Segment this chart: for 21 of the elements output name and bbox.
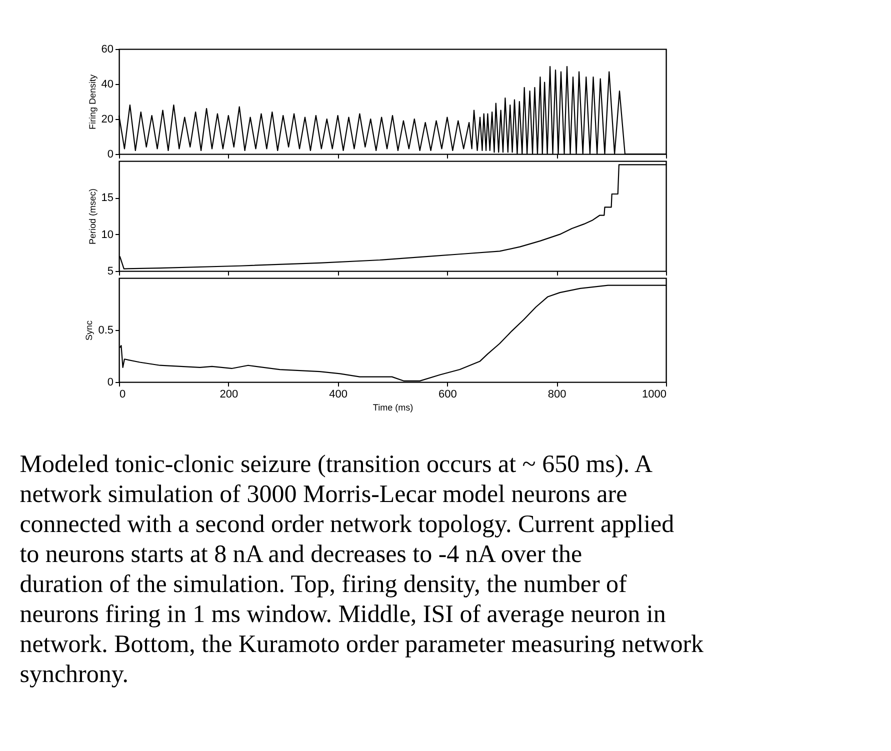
y-tick-label: 15 (101, 192, 114, 204)
x-tick-label: 400 (329, 388, 348, 400)
x-axis-title: Time (ms) (372, 402, 414, 412)
x-tick-label: 600 (438, 388, 457, 400)
line-series (119, 164, 667, 270)
x-tick-label: 0 (120, 388, 126, 400)
y-tick-label: 5 (107, 266, 114, 278)
x-tick-label: 200 (220, 388, 238, 400)
y-tick-label: 10 (101, 228, 114, 241)
y-tick-label: 20 (101, 114, 114, 126)
x-tick-label: 1000 (642, 388, 666, 400)
y-axis-title: Sync (84, 320, 94, 341)
y-tick-label: 60 (101, 44, 114, 56)
y-tick-label: 0 (107, 148, 114, 160)
y-tick-label: 40 (101, 78, 114, 90)
y-axis-title: Firing Density (87, 74, 98, 130)
x-tick-label: 800 (548, 388, 566, 400)
y-tick-label: 0.5 (98, 324, 114, 336)
y-axis-title: Period (msec) (87, 188, 98, 245)
y-tick-label: 0 (107, 376, 114, 388)
text: Modeled tonic-clonic seizure (transition occurs at ~ 650 ms). A network simulation of 3000 Morris-Lecar model neurons are connected with a second order network topology. Current applied to neurons starts at 8 nA and decreases to -4 nA over the duration of the simulation. Top, firing density, the number of neurons firing in 1 ms window. Middle, ISI of average neuron in network. Bottom, the Kuramoto order parameter measuring network synchrony. (20, 451, 704, 688)
